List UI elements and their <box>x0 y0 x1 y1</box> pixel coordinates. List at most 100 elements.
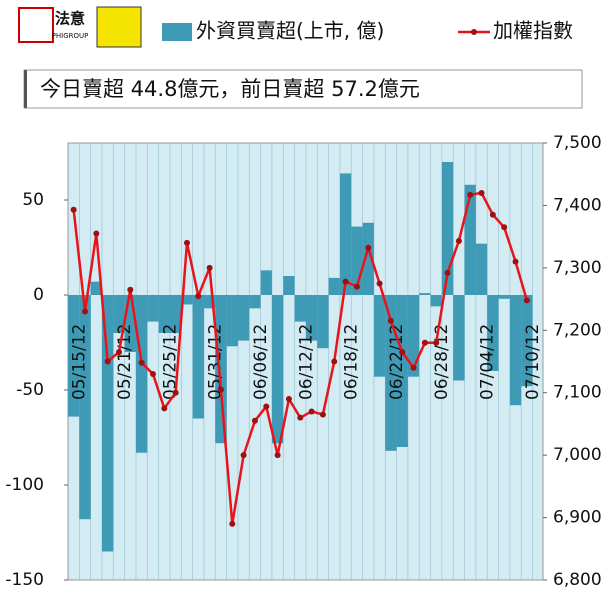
bar <box>339 173 352 295</box>
index-point <box>183 239 190 246</box>
bar <box>147 295 159 322</box>
bar <box>373 295 386 377</box>
bar <box>453 295 465 381</box>
bar <box>351 226 363 295</box>
bar <box>407 295 420 377</box>
x-tick-label: 06/18/12 <box>342 324 362 400</box>
logo-text: 法意 <box>55 10 85 28</box>
bar <box>521 295 533 387</box>
bar <box>509 295 522 406</box>
index-point <box>478 189 485 196</box>
logo2 <box>96 6 142 48</box>
y2-tick-label: 7,500 <box>553 133 602 153</box>
index-point <box>308 408 315 415</box>
bar <box>203 295 216 309</box>
bar <box>419 293 431 295</box>
index-point <box>467 191 474 198</box>
index-point <box>455 238 462 245</box>
index-point <box>285 395 292 402</box>
index-point <box>387 317 394 324</box>
y2-tick-label: 6,800 <box>553 570 602 590</box>
index-point <box>240 452 247 459</box>
y-tick-label: 50 <box>22 190 44 210</box>
legend-dot <box>471 29 477 35</box>
index-point <box>263 403 270 410</box>
index-point <box>251 417 258 424</box>
legend-label: 加權指數 <box>493 19 573 43</box>
index-point <box>93 230 100 237</box>
index-point <box>353 283 360 290</box>
bar <box>215 295 227 444</box>
bar <box>226 295 238 347</box>
index-point <box>172 389 179 396</box>
index-point <box>421 339 428 346</box>
bar <box>475 243 488 295</box>
y-tick-label: -100 <box>5 475 44 495</box>
x-tick-label: 07/04/12 <box>478 324 498 400</box>
index-point <box>399 349 406 356</box>
bar <box>135 295 148 453</box>
index-point <box>297 414 304 421</box>
bar <box>396 295 408 447</box>
bar <box>430 295 442 307</box>
bar <box>305 295 318 341</box>
logo-sub: PHIGROUP <box>52 32 89 40</box>
bar <box>181 295 193 305</box>
bar <box>260 270 272 295</box>
bar <box>249 295 261 309</box>
y2-tick-label: 7,200 <box>553 320 602 340</box>
bar <box>271 295 284 444</box>
bar <box>328 277 340 295</box>
index-point <box>206 264 213 271</box>
index-point <box>512 258 519 265</box>
y-tick-label: 0 <box>33 285 44 305</box>
bar <box>192 295 204 419</box>
bar <box>441 162 454 295</box>
bar <box>169 295 182 333</box>
x-tick-label: 06/06/12 <box>251 324 271 400</box>
x-tick-label: 05/15/12 <box>70 324 90 400</box>
legend-swatch <box>162 23 192 41</box>
logo-box <box>18 7 54 43</box>
index-point <box>342 278 349 285</box>
x-tick-label: 05/21/12 <box>115 324 135 400</box>
y2-tick-label: 7,300 <box>553 258 602 278</box>
x-tick-label: 06/12/12 <box>296 324 316 400</box>
index-point <box>127 286 134 293</box>
bar <box>237 295 250 341</box>
chart-title: 今日賣超 44.8億元，前日賣超 57.2億元 <box>40 77 420 101</box>
index-point <box>138 359 145 366</box>
y2-tick-label: 6,900 <box>553 508 602 528</box>
x-tick-label: 06/28/12 <box>432 324 452 400</box>
bar <box>294 295 306 322</box>
index-point <box>523 297 530 304</box>
index-point <box>410 364 417 371</box>
bar <box>464 184 476 295</box>
index-point <box>81 308 88 315</box>
index-point <box>319 411 326 418</box>
y-tick-label: -50 <box>16 380 44 400</box>
index-point <box>433 339 440 346</box>
index-point <box>331 358 338 365</box>
index-point <box>161 405 168 412</box>
index-point <box>104 358 111 365</box>
y2-tick-label: 7,000 <box>553 445 602 465</box>
index-point <box>501 224 508 231</box>
bar <box>79 295 91 520</box>
index-point <box>489 211 496 218</box>
bar <box>362 222 374 295</box>
y2-tick-label: 7,400 <box>553 195 602 215</box>
index-point <box>115 349 122 356</box>
bar <box>158 295 170 333</box>
index-point <box>70 206 77 213</box>
x-tick-label: 06/22/12 <box>387 324 407 400</box>
bar <box>487 295 499 371</box>
y2-tick-label: 7,100 <box>553 383 602 403</box>
index-point <box>195 292 202 299</box>
bar <box>101 295 114 552</box>
bar <box>317 295 329 349</box>
index-point <box>229 520 236 527</box>
bar <box>68 295 80 417</box>
index-point <box>217 386 224 393</box>
